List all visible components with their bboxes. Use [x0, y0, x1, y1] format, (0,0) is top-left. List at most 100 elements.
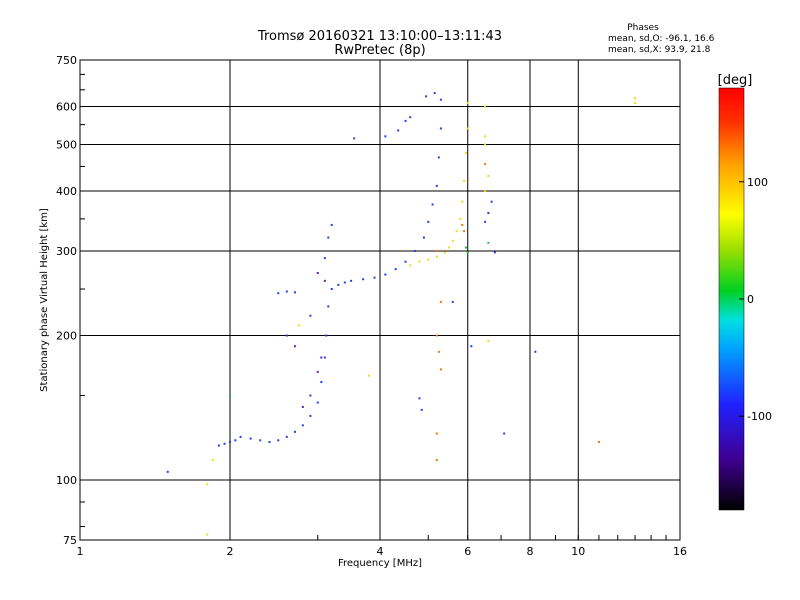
data-point: [435, 432, 438, 435]
data-point: [597, 441, 600, 444]
x-tick-label: 8: [527, 545, 534, 558]
data-point: [293, 345, 296, 348]
chart-subtitle: RwPretec (8p): [334, 43, 425, 58]
data-point: [503, 432, 506, 435]
series-points: [206, 97, 637, 536]
data-point: [466, 127, 469, 130]
colorbar-tick-label: 100: [747, 176, 768, 189]
data-point: [223, 442, 226, 445]
data-point: [464, 152, 467, 155]
data-point: [249, 437, 252, 440]
data-point: [285, 334, 288, 337]
data-point: [484, 163, 487, 166]
data-point: [239, 435, 242, 438]
data-point: [404, 260, 407, 263]
data-point: [404, 119, 407, 122]
data-point: [451, 239, 454, 242]
data-point: [634, 97, 637, 100]
data-point: [470, 345, 473, 348]
data-point: [323, 279, 326, 282]
x-axis-label: Frequency [MHz]: [338, 558, 422, 569]
data-point: [464, 246, 467, 249]
data-point: [309, 414, 312, 417]
data-point: [466, 251, 469, 254]
data-point: [350, 279, 353, 282]
data-point: [455, 230, 458, 233]
chart-title: Tromsø 20160321 13:10:00–13:11:43: [257, 29, 502, 44]
data-point: [309, 394, 312, 397]
x-tick-label: 2: [227, 545, 234, 558]
data-point: [435, 334, 438, 337]
data-point: [325, 334, 328, 337]
data-point: [343, 281, 346, 284]
data-point: [427, 220, 430, 223]
x-tick-label: 6: [464, 545, 471, 558]
data-point: [431, 203, 434, 206]
data-point: [466, 102, 469, 105]
data-point: [309, 314, 312, 317]
data-point: [418, 260, 421, 263]
data-point: [420, 408, 423, 411]
data-point: [217, 444, 220, 447]
y-tick-label: 300: [56, 245, 77, 258]
data-point: [463, 179, 466, 182]
data-point: [443, 251, 446, 254]
data-point: [487, 339, 490, 342]
y-tick-label: 400: [56, 185, 77, 198]
data-point: [439, 368, 442, 371]
data-point: [268, 441, 271, 444]
data-point: [397, 129, 400, 132]
data-point: [422, 236, 425, 239]
data-point: [409, 116, 412, 119]
data-point: [316, 271, 319, 274]
data-point: [461, 223, 464, 226]
data-point: [301, 405, 304, 408]
data-point: [451, 300, 454, 303]
data-point: [435, 184, 438, 187]
x-tick-label: 4: [377, 545, 384, 558]
series-points: [229, 241, 490, 397]
data-point: [459, 217, 462, 220]
data-point: [493, 251, 496, 254]
data-point: [447, 246, 450, 249]
data-point: [327, 236, 330, 239]
data-point: [409, 264, 412, 267]
data-point: [316, 370, 319, 373]
data-point: [297, 324, 300, 327]
x-axis-ticks: 1 2 4 6 8 10 16: [77, 535, 687, 558]
data-point: [259, 439, 262, 442]
data-point: [293, 430, 296, 433]
data-point: [277, 292, 280, 295]
data-point: [229, 394, 231, 397]
data-point: [166, 470, 169, 473]
data-point: [439, 98, 442, 101]
data-point: [320, 356, 323, 359]
colorbar-tick-label: 0: [747, 293, 754, 306]
data-point: [461, 200, 464, 203]
data-point: [353, 137, 356, 140]
data-point: [285, 290, 288, 293]
y-axis-ticks: 75 100 200 300 400 500 600 750: [56, 54, 85, 547]
data-point: [435, 250, 438, 253]
phase-box-line-o: mean, sd,O: -96.1, 16.6: [608, 34, 715, 44]
data-point: [330, 223, 333, 226]
data-point: [323, 257, 326, 260]
data-point: [293, 291, 296, 294]
data-point: [229, 441, 231, 444]
y-tick-label: 600: [56, 101, 77, 114]
data-point: [433, 92, 436, 95]
data-point: [435, 459, 438, 462]
y-tick-label: 750: [56, 54, 77, 67]
data-point: [487, 174, 490, 177]
data-point: [534, 350, 537, 353]
series-points: [166, 92, 537, 473]
data-point: [487, 241, 490, 244]
y-tick-label: 75: [63, 534, 77, 547]
data-point: [337, 283, 340, 286]
data-points: [166, 92, 637, 536]
data-point: [484, 135, 487, 138]
data-point: [384, 273, 387, 276]
data-point: [206, 533, 209, 536]
phase-box-title: Phases: [627, 23, 659, 33]
colorbar-ticks: -100 0 100: [739, 176, 772, 423]
